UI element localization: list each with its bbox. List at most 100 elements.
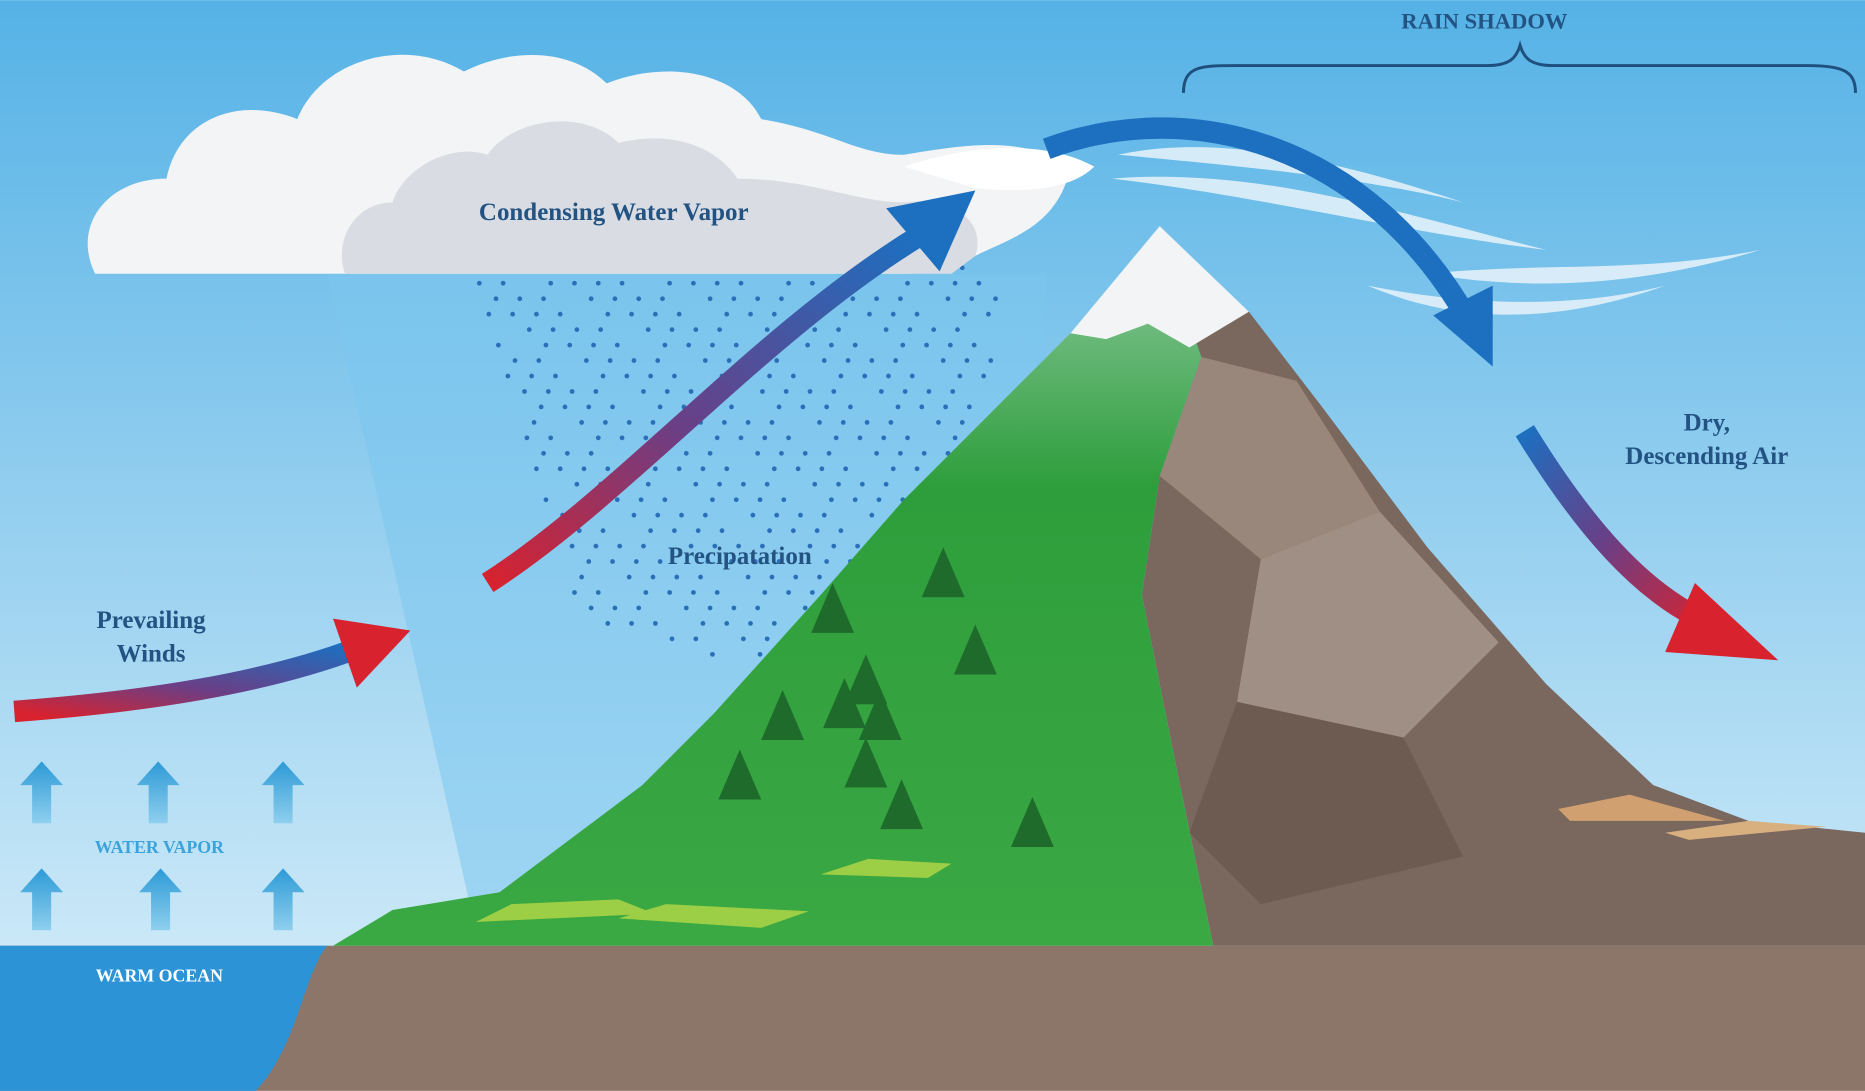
- rain-drop: [598, 327, 603, 332]
- rain-drop: [510, 312, 515, 317]
- rain-drop: [843, 466, 848, 471]
- rain-drop: [829, 497, 834, 502]
- rain-drop: [570, 389, 575, 394]
- rain-drop: [884, 327, 889, 332]
- rain-drop: [919, 405, 924, 410]
- rain-drop: [605, 466, 610, 471]
- rain-drop: [941, 358, 946, 363]
- rain-drop: [686, 343, 691, 348]
- rain-drop: [572, 281, 577, 286]
- rain-drop: [774, 513, 779, 518]
- rain-drop: [548, 435, 553, 440]
- rain-drop: [803, 451, 808, 456]
- rain-drop: [601, 528, 606, 533]
- rain-drop: [972, 343, 977, 348]
- rain-drop: [810, 590, 815, 595]
- rain-drop: [610, 405, 615, 410]
- rain-drop: [927, 389, 932, 394]
- rain-drop: [988, 358, 993, 363]
- rain-drop: [534, 312, 539, 317]
- rain-drop: [962, 312, 967, 317]
- rain-drop: [867, 312, 872, 317]
- rain-drop: [839, 528, 844, 533]
- rain-drop: [553, 374, 558, 379]
- rain-drop: [636, 606, 641, 611]
- rain-drop: [544, 497, 549, 502]
- rain-drop: [891, 312, 896, 317]
- rain-drop: [627, 575, 632, 580]
- rain-drop: [969, 296, 974, 301]
- rain-drop: [615, 497, 620, 502]
- rain-drop: [886, 374, 891, 379]
- rain-drop: [655, 358, 660, 363]
- rain-drop: [758, 652, 763, 657]
- rain-drop: [772, 312, 777, 317]
- rain-drop: [703, 513, 708, 518]
- rain-drop: [567, 343, 572, 348]
- rain-drop: [860, 482, 865, 487]
- rain-drop: [758, 497, 763, 502]
- rain-drop: [710, 497, 715, 502]
- rain-drop: [624, 374, 629, 379]
- rain-drop: [684, 606, 689, 611]
- rain-drop: [613, 296, 618, 301]
- rain-drop: [810, 281, 815, 286]
- rain-drop: [739, 281, 744, 286]
- rain-drop: [910, 374, 915, 379]
- rain-drop: [589, 451, 594, 456]
- rain-drop: [874, 296, 879, 301]
- rain-drop: [655, 513, 660, 518]
- rain-drop: [905, 281, 910, 286]
- rain-drop: [786, 435, 791, 440]
- rain-drop: [546, 389, 551, 394]
- rain-drop: [672, 374, 677, 379]
- rain-drop: [536, 358, 541, 363]
- rain-drop: [724, 312, 729, 317]
- rain-drop: [494, 296, 499, 301]
- rain-drop: [929, 281, 934, 286]
- rain-drop: [850, 296, 855, 301]
- rain-drop: [627, 420, 632, 425]
- rain-drop: [960, 420, 965, 425]
- rain-drop: [770, 420, 775, 425]
- rain-drop: [869, 513, 874, 518]
- rain-drop: [862, 374, 867, 379]
- rain-drop: [831, 544, 836, 549]
- rain-drop: [774, 358, 779, 363]
- rain-drop: [653, 312, 658, 317]
- rain-drop: [905, 435, 910, 440]
- rain-drop: [805, 343, 810, 348]
- rain-drop: [653, 621, 658, 626]
- rain-drop: [791, 374, 796, 379]
- rain-drop: [539, 405, 544, 410]
- rain-drop: [953, 281, 958, 286]
- rain-drop: [658, 559, 663, 564]
- rain-shadow-label: RAIN SHADOW: [1401, 9, 1568, 34]
- rain-drop: [779, 451, 784, 456]
- rain-drop: [582, 466, 587, 471]
- rain-drop: [501, 281, 506, 286]
- rain-drop: [839, 374, 844, 379]
- rain-drop: [981, 374, 986, 379]
- rain-drop: [817, 420, 822, 425]
- rain-drop: [574, 482, 579, 487]
- rain-drop: [596, 590, 601, 595]
- rain-drop: [881, 435, 886, 440]
- rain-drop: [548, 281, 553, 286]
- rain-drop: [646, 327, 651, 332]
- rain-drop: [848, 405, 853, 410]
- rain-drop: [648, 528, 653, 533]
- rain-drop: [663, 497, 668, 502]
- rain-drop: [710, 652, 715, 657]
- rain-drop: [772, 466, 777, 471]
- rain-drop: [922, 451, 927, 456]
- rain-drop: [586, 405, 591, 410]
- rain-drop: [853, 497, 858, 502]
- rain-drop: [953, 435, 958, 440]
- rain-drop: [665, 389, 670, 394]
- rain-drop: [651, 420, 656, 425]
- rain-drop: [812, 327, 817, 332]
- rain-shadow-diagram: RAIN SHADOW Condensing Water Vapor Preci…: [0, 0, 1865, 1091]
- rain-drop: [762, 435, 767, 440]
- rain-drop: [791, 528, 796, 533]
